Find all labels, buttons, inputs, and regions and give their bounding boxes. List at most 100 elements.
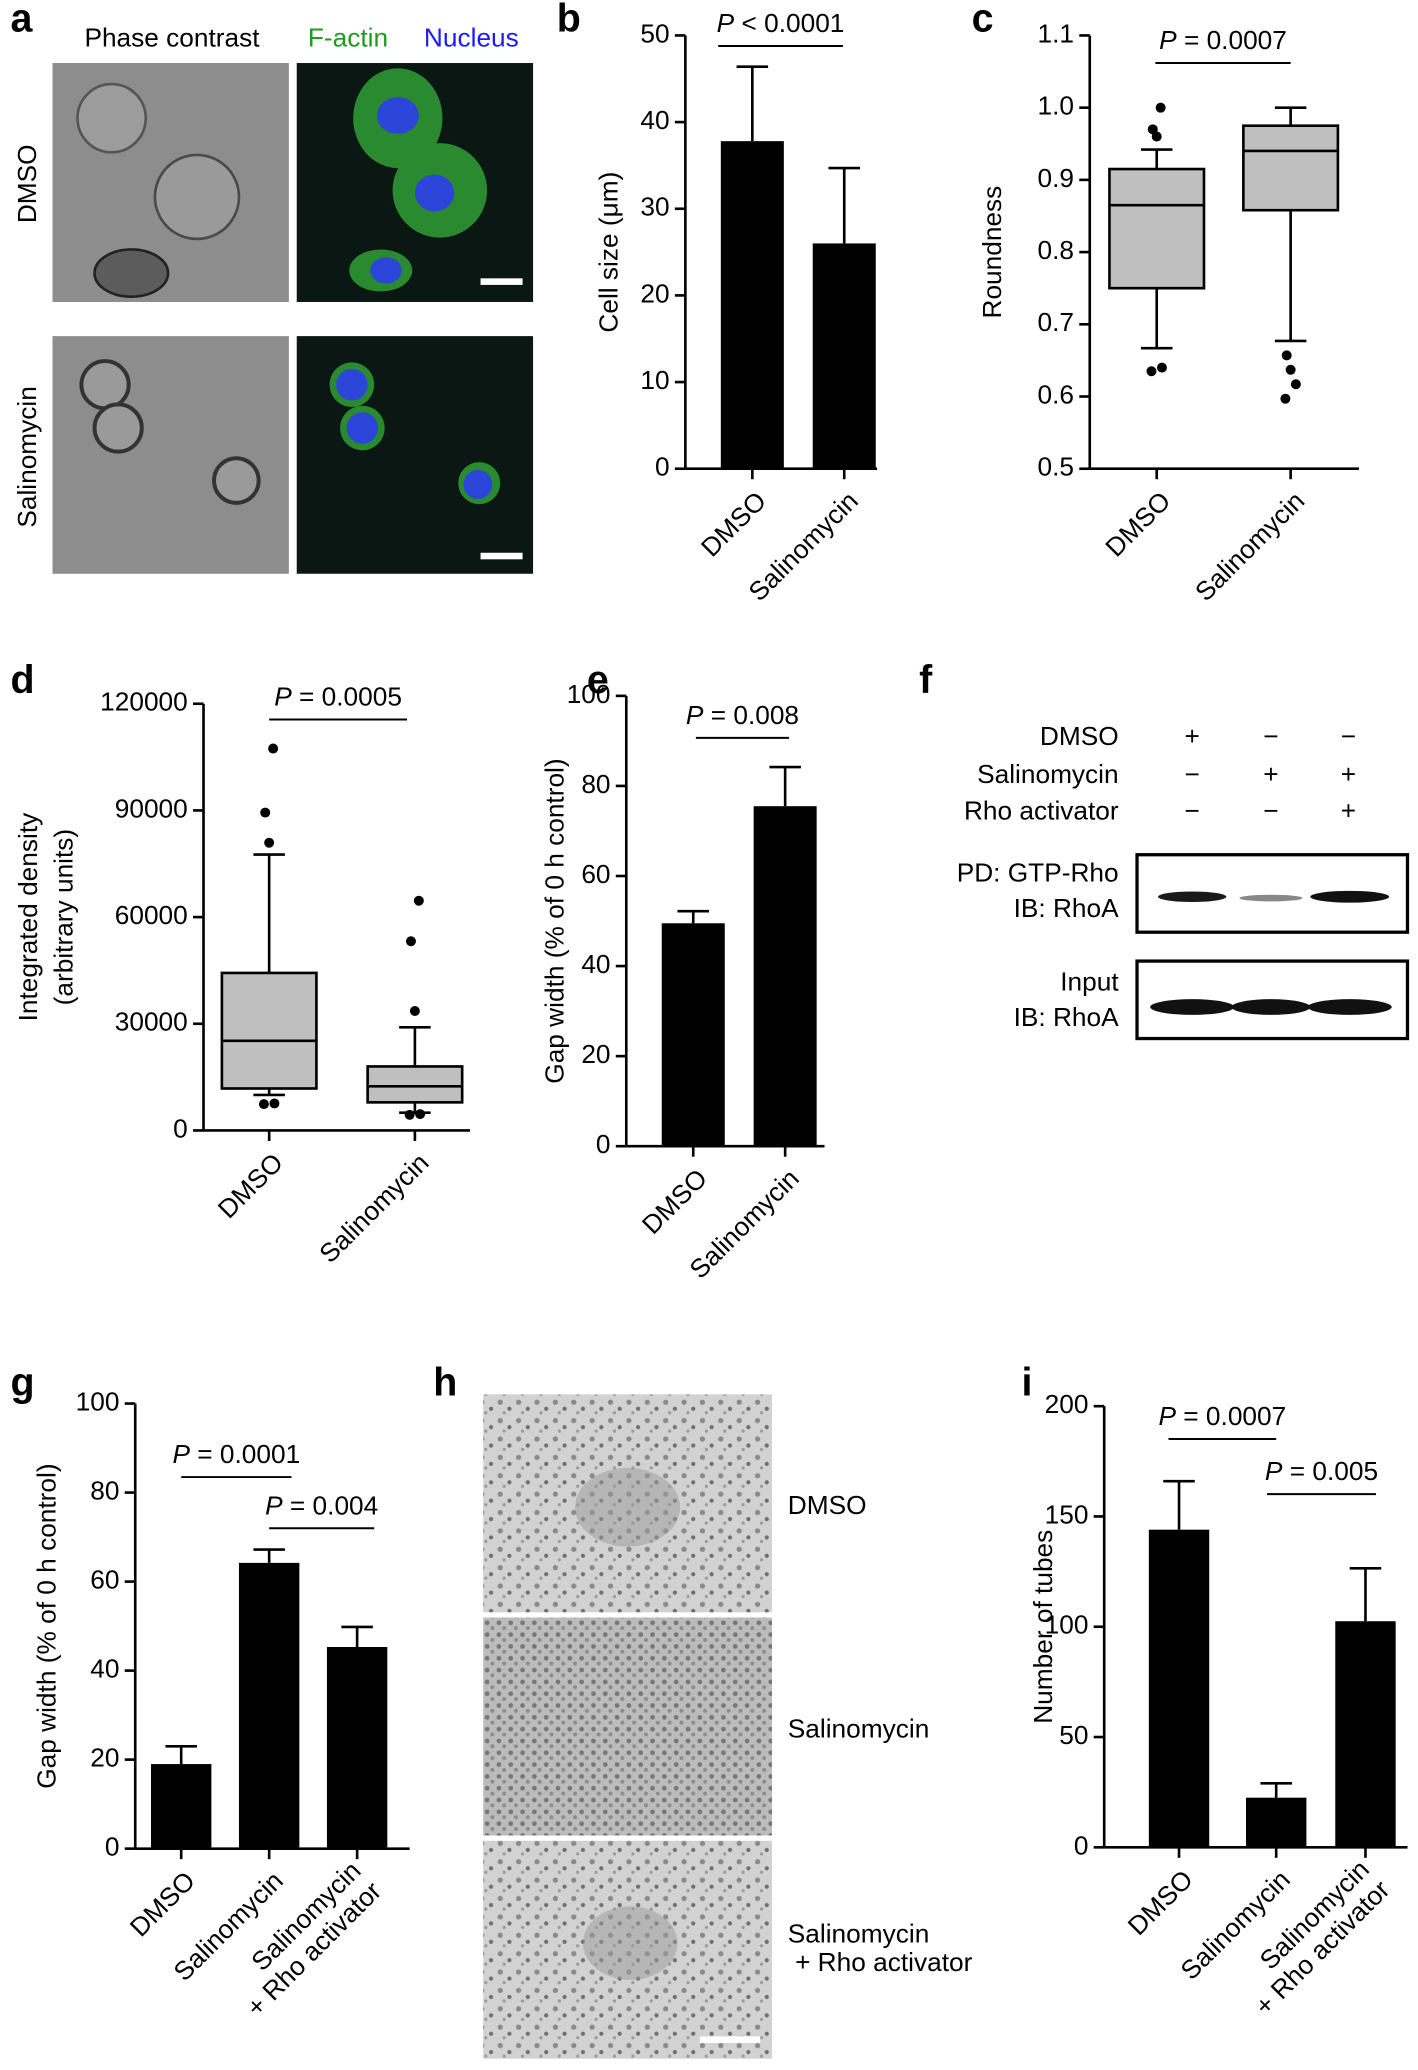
- y-tick-label: 150: [1045, 1499, 1089, 1529]
- chart: c 0.5 0.6 0.7 0.8 0.9 1.0 1.1 Roundness DMSO Salin…: [972, 0, 1359, 607]
- outlier: [268, 743, 279, 754]
- y-tick-label: 0.8: [1038, 235, 1075, 265]
- panel-letter: g: [11, 1361, 35, 1405]
- y-tick-label: 30000: [115, 1007, 188, 1037]
- image-label: Salinomycin + Rho activator: [788, 1918, 973, 1977]
- condition-mark: −: [1184, 759, 1199, 789]
- chart: e 0 20 40 60 80 100 Gap width (% of 0 h control…: [540, 658, 825, 1284]
- panel-letter: a: [11, 0, 34, 40]
- condition-mark: −: [1263, 796, 1278, 826]
- panel-letter: d: [11, 658, 35, 702]
- x-tick-label: Salinomycin: [1189, 486, 1310, 607]
- row-label: DMSO: [12, 144, 42, 223]
- p-value: P = 0.0007: [1159, 25, 1287, 55]
- x-tick-label: DMSO: [124, 1865, 201, 1942]
- bar: [720, 141, 784, 469]
- x-tick-label: DMSO: [636, 1163, 713, 1240]
- bar: [150, 1764, 212, 1849]
- y-tick-label: 0.6: [1038, 379, 1075, 409]
- column-header: Phase contrast: [84, 22, 260, 52]
- y-tick-label: 0: [173, 1113, 188, 1143]
- y-tick-label: 60000: [115, 900, 188, 930]
- panel-letter: e: [587, 658, 609, 702]
- y-tick-label: 0.9: [1038, 163, 1075, 193]
- x-tick-label: Salinomycin: [313, 1147, 434, 1268]
- column-header: Nucleus: [424, 22, 519, 52]
- outlier: [1155, 102, 1166, 113]
- y-axis-label: Integrated density: [13, 812, 43, 1022]
- x-tick-label: DMSO: [1099, 486, 1176, 563]
- outlier: [1290, 379, 1301, 390]
- y-tick-label: 20: [90, 1743, 119, 1773]
- box: [1242, 124, 1340, 212]
- y-axis-label: (arbitrary units): [49, 829, 79, 1006]
- outlier: [405, 936, 416, 947]
- y-tick-label: 80: [90, 1476, 119, 1506]
- condition-mark: +: [1263, 759, 1278, 789]
- bar: [1335, 1621, 1396, 1848]
- column-header: F-actin: [308, 22, 388, 52]
- micrographs: [52, 63, 534, 574]
- outlier: [264, 837, 275, 848]
- bar: [661, 923, 725, 1147]
- outlier: [1156, 362, 1167, 373]
- y-tick-label: 200: [1045, 1389, 1089, 1419]
- condition-label: Salinomycin: [977, 759, 1119, 789]
- p-value: P = 0.0007: [1158, 1401, 1286, 1431]
- y-tick-label: 20: [581, 1039, 610, 1069]
- y-tick-label: 40: [90, 1654, 119, 1684]
- blot-label: Input: [1060, 966, 1119, 996]
- western-blot: DMSO + − − Salinomycin − + + Rho activator − − +: [964, 721, 1410, 1041]
- outlier: [409, 1005, 420, 1016]
- blot-label: IB: RhoA: [1014, 893, 1120, 923]
- y-tick-label: 100: [1045, 1610, 1089, 1640]
- condition-mark: +: [1341, 796, 1356, 826]
- y-tick-label: 40: [581, 949, 610, 979]
- y-tick-label: 0.7: [1038, 307, 1075, 337]
- y-tick-label: 10: [640, 365, 669, 395]
- condition-mark: +: [1184, 721, 1199, 751]
- y-tick-label: 120000: [100, 687, 188, 717]
- y-tick-label: 20: [640, 278, 669, 308]
- condition-mark: −: [1184, 796, 1199, 826]
- y-tick-label: 0.5: [1038, 452, 1075, 482]
- panel-letter: b: [557, 0, 581, 40]
- box: [220, 971, 318, 1090]
- outlier: [260, 807, 271, 818]
- chart: i 0 50 100 150 200 Number of tubes DMSO Salinomy…: [1021, 1361, 1408, 2026]
- y-tick-label: 0: [105, 1832, 120, 1862]
- tube-images: [483, 1394, 773, 2059]
- condition-mark: −: [1263, 721, 1278, 751]
- panel-letter: c: [972, 0, 994, 40]
- outlier: [1147, 124, 1158, 135]
- outlier: [1280, 393, 1291, 404]
- image-label: Salinomycin: [788, 1713, 930, 1743]
- y-axis-label: Gap width (% of 0 h control): [32, 1463, 62, 1788]
- outlier: [415, 1109, 426, 1120]
- p-value: P < 0.0001: [717, 8, 845, 38]
- bar: [1148, 1529, 1210, 1848]
- outlier: [413, 895, 424, 906]
- y-tick-label: 40: [640, 105, 669, 135]
- bar: [238, 1562, 300, 1849]
- y-tick-label: 100: [76, 1386, 120, 1416]
- x-tick-label: DMSO: [212, 1147, 289, 1224]
- box: [1108, 167, 1206, 290]
- y-tick-label: 50: [640, 18, 669, 48]
- y-tick-label: 80: [581, 769, 610, 799]
- box: [366, 1065, 464, 1104]
- outlier: [1281, 350, 1292, 361]
- blot-label: IB: RhoA: [1014, 1002, 1120, 1032]
- outlier: [258, 1099, 269, 1110]
- condition-mark: +: [1341, 759, 1356, 789]
- p-value: P = 0.005: [1265, 1456, 1378, 1486]
- bar: [753, 806, 817, 1147]
- y-tick-label: 50: [1059, 1720, 1088, 1750]
- outlier: [1285, 364, 1296, 375]
- x-tick-label: Salinomycin + Rho activator: [215, 1855, 387, 2027]
- panel-letter: f: [919, 658, 933, 702]
- y-tick-label: 1.1: [1038, 18, 1075, 48]
- x-tick-label: DMSO: [1122, 1864, 1199, 1941]
- p-value: P = 0.004: [265, 1490, 378, 1520]
